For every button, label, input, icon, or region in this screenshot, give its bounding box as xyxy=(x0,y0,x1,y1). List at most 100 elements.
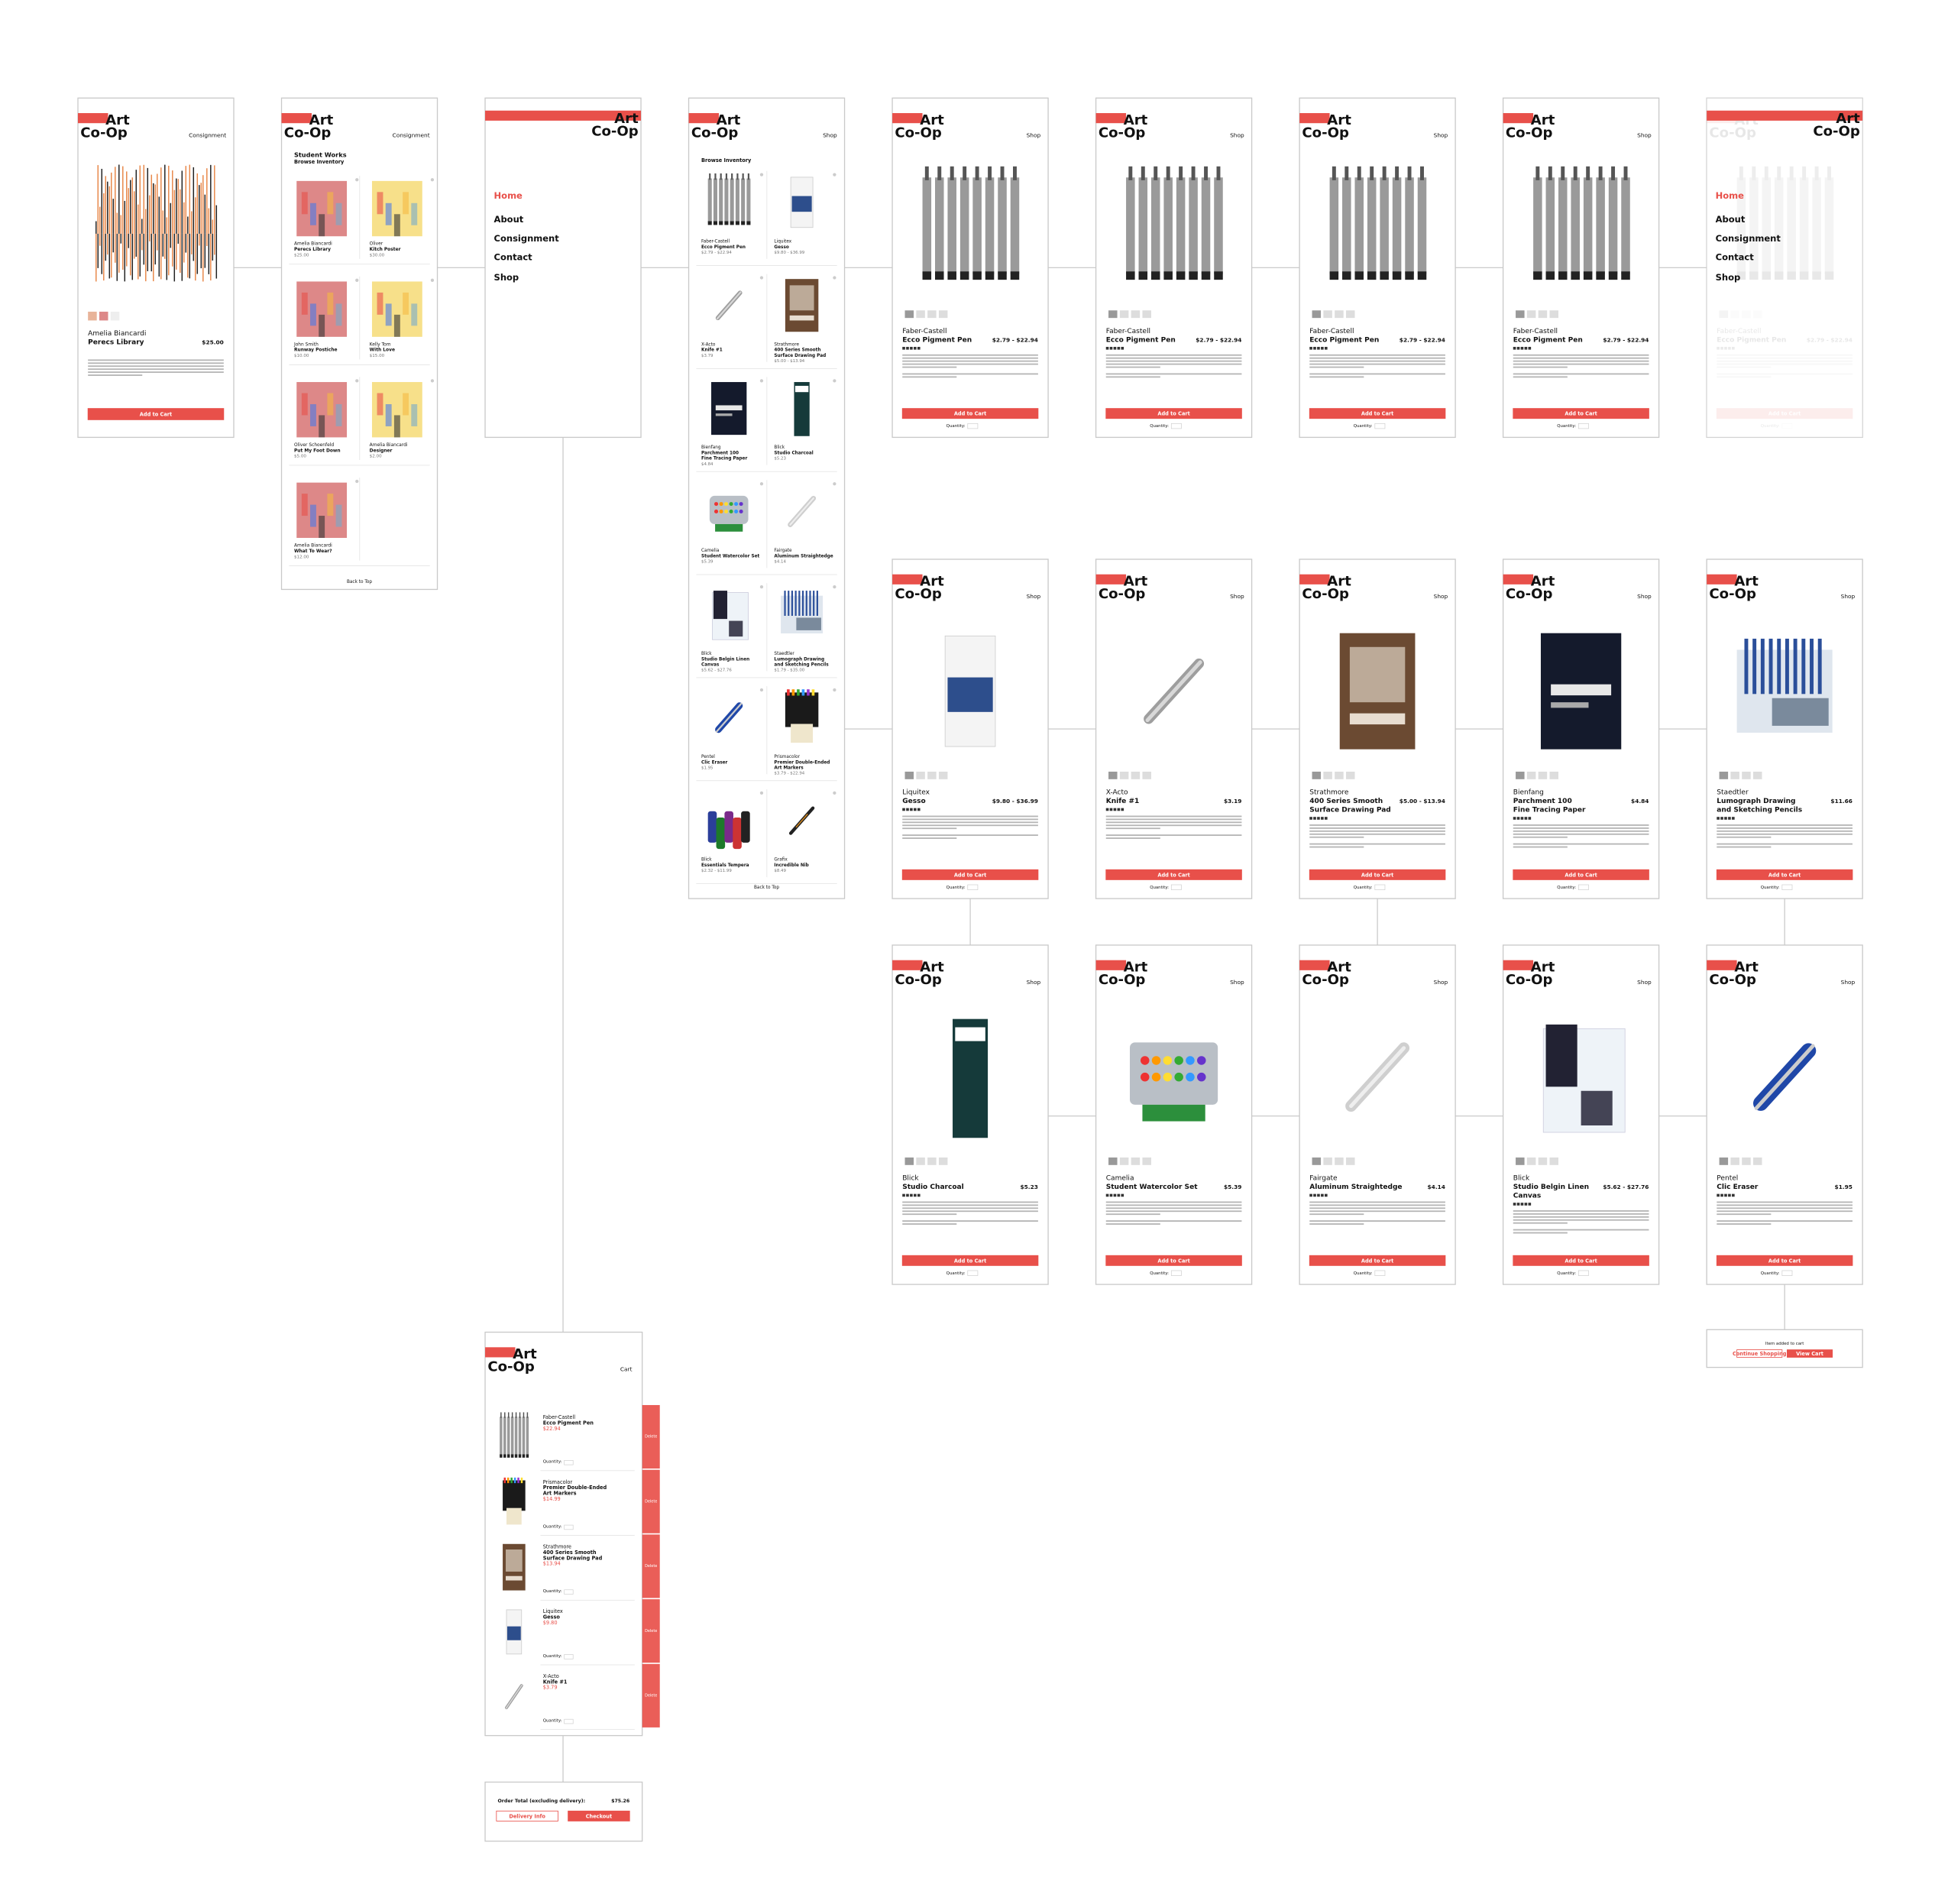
art-bar xyxy=(112,233,115,253)
delete-label[interactable]: Delete xyxy=(645,1629,657,1634)
delete-label[interactable]: Delete xyxy=(645,1564,657,1569)
delete-label[interactable]: Delete xyxy=(645,1499,657,1504)
price: $15.00 xyxy=(370,354,385,358)
shape xyxy=(709,495,749,524)
button-label[interactable]: Add to Cart xyxy=(954,1258,986,1264)
button-label[interactable]: Continue Shopping xyxy=(1733,1351,1787,1357)
button-label[interactable]: Add to Cart xyxy=(1157,411,1189,417)
text-placeholder xyxy=(1309,833,1445,835)
quantity-input xyxy=(1577,1270,1589,1276)
shape xyxy=(1739,166,1743,180)
art-bar xyxy=(202,233,204,282)
product-image xyxy=(296,482,348,539)
favorite-icon[interactable] xyxy=(833,482,836,486)
delete-label[interactable]: Delete xyxy=(645,1694,657,1698)
favorite-icon[interactable] xyxy=(833,791,836,795)
button-label[interactable]: Add to Cart xyxy=(1565,1258,1597,1264)
menu-item[interactable]: Home xyxy=(494,190,523,201)
favorite-icon[interactable] xyxy=(759,173,764,176)
shape xyxy=(514,1417,518,1456)
favorite-icon[interactable] xyxy=(833,276,836,280)
product-name: Parchment 100 xyxy=(701,452,739,456)
button-label[interactable]: Add to Cart xyxy=(1565,872,1597,878)
button-label[interactable]: Add to Cart xyxy=(1768,1258,1801,1264)
rating-star xyxy=(1520,1203,1524,1206)
product-image xyxy=(785,279,819,332)
favorite-icon[interactable] xyxy=(759,585,764,589)
shape xyxy=(1382,166,1387,180)
shape xyxy=(526,1454,529,1458)
button-label[interactable]: View Cart xyxy=(1796,1351,1823,1357)
art-bar xyxy=(141,219,143,234)
text-placeholder xyxy=(1717,1220,1853,1222)
thumbnail xyxy=(904,1157,914,1165)
menu-item[interactable]: Consignment xyxy=(1716,233,1781,244)
section-title: Browse Inventory xyxy=(701,157,752,164)
favorite-icon[interactable] xyxy=(355,479,359,484)
menu-item[interactable]: Contact xyxy=(1716,251,1755,262)
shape xyxy=(707,221,712,225)
menu-item[interactable]: Shop xyxy=(494,272,519,283)
menu-item[interactable]: Contact xyxy=(494,251,533,262)
button-label[interactable]: Add to Cart xyxy=(1361,1258,1393,1264)
back-to-top[interactable]: Back to Top xyxy=(347,580,372,584)
rating-star xyxy=(1325,817,1328,820)
back-to-top[interactable]: Back to Top xyxy=(754,886,779,890)
shape xyxy=(522,1454,526,1458)
button-label[interactable]: Add to Cart xyxy=(1157,1258,1189,1264)
button-label[interactable]: Add to Cart xyxy=(1361,411,1393,417)
button-label[interactable]: Add to Cart xyxy=(1768,872,1801,878)
button-label[interactable]: Add to Cart xyxy=(1768,411,1801,417)
shape xyxy=(310,403,316,426)
menu-item[interactable]: About xyxy=(1716,214,1746,225)
divider xyxy=(289,364,430,365)
favorite-icon[interactable] xyxy=(833,688,836,692)
button-label[interactable]: Add to Cart xyxy=(954,872,986,878)
shape xyxy=(1150,177,1160,274)
price: $3.79 - $22.94 xyxy=(774,771,804,776)
favorite-icon[interactable] xyxy=(759,276,764,280)
favorite-icon[interactable] xyxy=(833,379,836,383)
product-image xyxy=(790,176,814,228)
shape xyxy=(1802,166,1807,180)
favorite-icon[interactable] xyxy=(759,688,764,692)
menu-item[interactable]: About xyxy=(494,214,524,225)
favorite-icon[interactable] xyxy=(355,178,359,182)
shape xyxy=(935,177,944,274)
thumbnail xyxy=(1335,310,1344,319)
brand: Staedtler xyxy=(774,652,794,656)
menu-item[interactable]: Shop xyxy=(1716,272,1741,283)
favorite-icon[interactable] xyxy=(355,278,359,282)
button-label[interactable]: Delivery Info xyxy=(509,1813,545,1819)
art-bar xyxy=(187,216,189,234)
shape xyxy=(1174,1056,1183,1065)
delete-label[interactable]: Delete xyxy=(645,1435,657,1439)
button-label[interactable]: Add to Cart xyxy=(1565,411,1597,417)
favorite-icon[interactable] xyxy=(759,379,764,383)
favorite-icon[interactable] xyxy=(759,482,764,486)
menu-item[interactable]: Consignment xyxy=(494,233,560,244)
button-label[interactable]: Add to Cart xyxy=(1361,872,1393,878)
screen-header: Shop xyxy=(1841,131,1856,138)
favorite-icon[interactable] xyxy=(430,278,435,282)
menu-item[interactable]: Home xyxy=(1716,190,1745,201)
favorite-icon[interactable] xyxy=(833,173,836,176)
favorite-icon[interactable] xyxy=(833,585,836,589)
button-label[interactable]: Add to Cart xyxy=(140,411,172,417)
button-label[interactable]: Add to Cart xyxy=(1157,872,1189,878)
shape xyxy=(922,177,932,274)
favorite-icon[interactable] xyxy=(355,379,359,383)
price: $5.39 xyxy=(701,560,714,565)
rating-star xyxy=(1317,817,1320,820)
art-bar xyxy=(150,174,153,234)
art-bar xyxy=(107,233,108,255)
shape xyxy=(729,502,733,507)
favorite-icon[interactable] xyxy=(430,178,435,182)
art-bar xyxy=(126,233,128,267)
button-label[interactable]: Add to Cart xyxy=(954,411,986,417)
favorite-icon[interactable] xyxy=(430,379,435,383)
shape xyxy=(510,1417,514,1456)
button-label[interactable]: Checkout xyxy=(586,1813,612,1819)
favorite-icon[interactable] xyxy=(759,791,764,795)
